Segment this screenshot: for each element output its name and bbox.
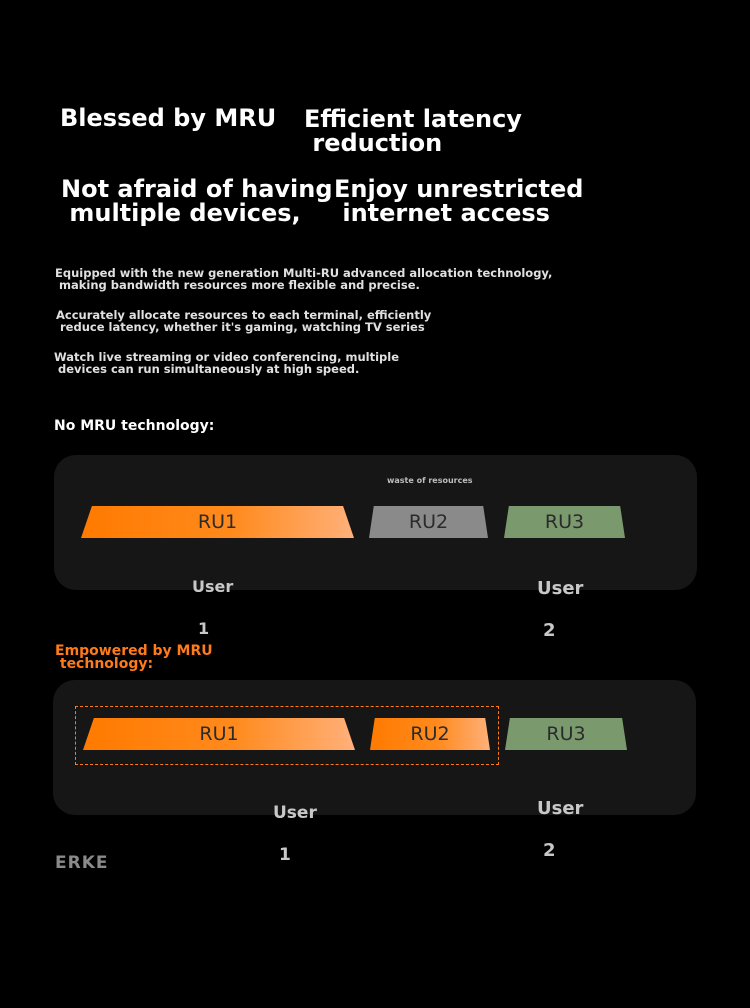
no-mru-panel: waste of resources RU1 RU2 RU3 User 1 Us… [54, 455, 697, 640]
headline-unrestricted-access: Enjoy unrestricted internet access [334, 177, 583, 225]
user-number: 2 [543, 620, 556, 641]
mru-label-line: technology: [55, 656, 154, 672]
ru1-block: RU1 [83, 718, 355, 750]
headline-line: multiple devices, [61, 199, 301, 227]
paragraph-line: devices can run simultaneously at high s… [54, 361, 360, 376]
no-mru-label: No MRU technology: [54, 418, 215, 434]
waste-of-resources-label: waste of resources [387, 476, 473, 485]
paragraph-live-streaming: Watch live streaming or video conferenci… [54, 350, 400, 376]
headline-multiple-devices: Not afraid of having multiple devices, [61, 177, 333, 225]
headline-efficient-latency: Efficient latency reduction [304, 107, 522, 155]
user-word: User [537, 578, 584, 599]
headline-line: reduction [304, 129, 443, 157]
mru-label: Empowered by MRU technology: [55, 643, 213, 672]
headline-line: Efficient latency [304, 105, 522, 133]
user-word: User [537, 798, 584, 819]
user2-label: User 2 [537, 774, 583, 886]
paragraph-line: Watch live streaming or video conferenci… [54, 350, 400, 364]
ru3-label: RU3 [544, 511, 585, 533]
user-number: 1 [198, 619, 210, 638]
user-number: 1 [279, 845, 291, 865]
user-number: 2 [543, 840, 556, 861]
ru2-label: RU2 [408, 511, 449, 533]
ru3-block: RU3 [505, 718, 627, 750]
ru2-block: RU2 [370, 718, 490, 750]
paragraph-line: making bandwidth resources more flexible… [55, 277, 420, 292]
headline-line: Enjoy unrestricted [334, 175, 584, 203]
user1-label: User 1 [273, 778, 317, 890]
paragraph-allocate-resources: Accurately allocate resources to each te… [56, 308, 432, 334]
ru1-block: RU1 [81, 506, 354, 538]
mru-panel: RU1 RU2 RU3 User 1 User 2 [53, 680, 696, 864]
mru-label-line: Empowered by MRU [55, 643, 213, 659]
ru3-block: RU3 [504, 506, 625, 538]
paragraph-line: Equipped with the new generation Multi-R… [55, 266, 553, 280]
brand-logo-text: ERKE [55, 853, 109, 873]
ru2-block: RU2 [369, 506, 488, 538]
headline-blessed-by-mru: Blessed by MRU [60, 104, 277, 132]
user2-label: User 2 [537, 554, 583, 666]
user-word: User [273, 803, 317, 823]
paragraph-line: reduce latency, whether it's gaming, wat… [56, 319, 425, 334]
ru1-label: RU1 [199, 723, 239, 745]
ru2-label: RU2 [410, 723, 450, 745]
ru1-label: RU1 [197, 511, 238, 533]
headline-line: Not afraid of having [61, 175, 333, 203]
paragraph-line: Accurately allocate resources to each te… [56, 308, 432, 322]
user1-label: User 1 [192, 552, 233, 664]
headline-line: internet access [334, 199, 550, 227]
user-word: User [192, 577, 234, 596]
combined-allocation-box [75, 706, 499, 765]
ru3-label: RU3 [546, 723, 586, 745]
paragraph-multi-ru: Equipped with the new generation Multi-R… [55, 266, 553, 292]
